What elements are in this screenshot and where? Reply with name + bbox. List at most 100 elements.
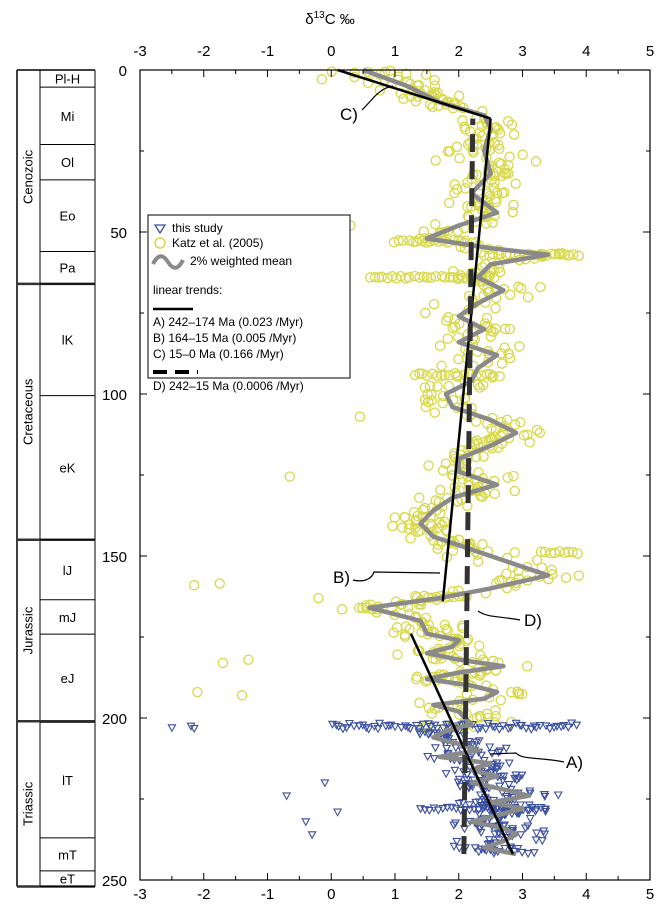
katz-point xyxy=(513,688,525,699)
this-study-point xyxy=(403,723,413,733)
katz-point xyxy=(425,272,437,283)
epoch-label-eo: Eo xyxy=(60,209,76,224)
katz-point xyxy=(399,512,411,523)
katz-point xyxy=(488,182,500,193)
katz-point xyxy=(535,546,547,558)
katz-point xyxy=(413,492,425,504)
katz-point xyxy=(405,533,416,544)
katz-point xyxy=(417,504,429,516)
this-study-point xyxy=(531,806,542,815)
this-study-point xyxy=(539,791,550,800)
katz-point xyxy=(502,116,514,127)
x-tick-label-top: 5 xyxy=(646,43,654,60)
katz-point xyxy=(434,508,446,519)
katz-point xyxy=(549,249,561,260)
this-study-point xyxy=(167,724,177,733)
trend-callout-line xyxy=(489,752,565,763)
this-study-point xyxy=(506,723,516,733)
katz-point xyxy=(494,371,505,382)
katz-point xyxy=(425,518,437,530)
this-study-point xyxy=(438,804,448,814)
weighted-mean-curve xyxy=(362,67,551,857)
katz-point xyxy=(414,697,425,709)
katz-point xyxy=(243,654,254,665)
this-study-point xyxy=(504,781,514,790)
katz-point xyxy=(429,80,441,92)
katz-point xyxy=(504,151,515,162)
katz-point xyxy=(490,303,501,314)
katz-point xyxy=(449,179,461,190)
this-study-point xyxy=(430,744,440,753)
this-study-point xyxy=(338,725,348,734)
era-label-jurassic: Jurassic xyxy=(21,606,36,654)
katz-point xyxy=(416,368,428,379)
this-study-point xyxy=(496,772,506,782)
katz-point xyxy=(436,360,447,372)
katz-point xyxy=(430,155,441,166)
katz-point xyxy=(419,394,431,406)
katz-point xyxy=(490,710,501,722)
katz-point xyxy=(336,604,348,615)
this-study-point xyxy=(423,730,434,739)
this-study-point xyxy=(529,722,539,731)
this-study-point xyxy=(454,844,464,853)
epoch-label-ol: Ol xyxy=(61,155,74,170)
trend-callout-line xyxy=(477,610,521,621)
katz-point xyxy=(353,602,365,613)
trend-lines: C) B) D) A) xyxy=(333,68,583,855)
this-study-point xyxy=(476,751,486,760)
epoch-label-et: eT xyxy=(60,872,75,887)
katz-point xyxy=(488,272,500,284)
katz-point xyxy=(439,516,450,528)
katz-point xyxy=(439,370,450,381)
this-study-point xyxy=(476,828,486,838)
this-study-point xyxy=(449,842,459,851)
katz-point xyxy=(481,218,492,229)
legend-marker-this-study xyxy=(153,224,167,235)
x-axis-title: δ13C ‰ xyxy=(305,10,354,28)
katz-point xyxy=(462,177,473,188)
katz-point xyxy=(419,382,431,393)
this-study-points xyxy=(167,719,582,859)
this-study-point xyxy=(521,724,531,733)
this-study-point xyxy=(443,720,453,729)
this-study-point xyxy=(373,725,383,734)
this-study-point xyxy=(301,818,311,827)
this-study-point xyxy=(540,792,550,802)
katz-point xyxy=(454,153,465,164)
trend-callout-line xyxy=(361,85,394,111)
this-study-point xyxy=(572,721,582,730)
x-tick-label-top: 2 xyxy=(455,43,463,60)
this-study-point xyxy=(364,725,374,734)
y-tick-label: 0 xyxy=(119,63,127,80)
katz-point xyxy=(441,524,452,536)
katz-points xyxy=(188,65,585,735)
this-study-point xyxy=(484,836,494,845)
katz-point xyxy=(490,705,501,716)
katz-point xyxy=(419,502,431,514)
this-study-point xyxy=(189,724,199,734)
epoch-label-lt: lT xyxy=(62,773,73,788)
katz-point xyxy=(472,556,484,567)
katz-point xyxy=(374,85,386,96)
this-study-point xyxy=(405,725,415,734)
katz-point xyxy=(517,149,528,160)
this-study-point xyxy=(369,722,379,732)
katz-point xyxy=(313,592,324,604)
x-tick-label-bottom: 1 xyxy=(391,886,399,903)
katz-point xyxy=(503,168,514,179)
y-tick-label: 50 xyxy=(110,225,127,242)
katz-point xyxy=(442,146,454,157)
katz-point xyxy=(507,206,518,218)
this-study-point xyxy=(341,724,352,733)
katz-point xyxy=(362,77,374,89)
katz-point xyxy=(508,470,519,482)
legend-label-trend-b: B) 164–15 Ma (0.005 /Myr) xyxy=(153,331,296,345)
epoch-label-mt: mT xyxy=(58,847,77,862)
katz-point xyxy=(477,539,488,550)
this-study-point xyxy=(473,806,484,815)
katz-point xyxy=(531,554,543,566)
katz-point xyxy=(439,272,451,283)
katz-point xyxy=(473,640,485,651)
